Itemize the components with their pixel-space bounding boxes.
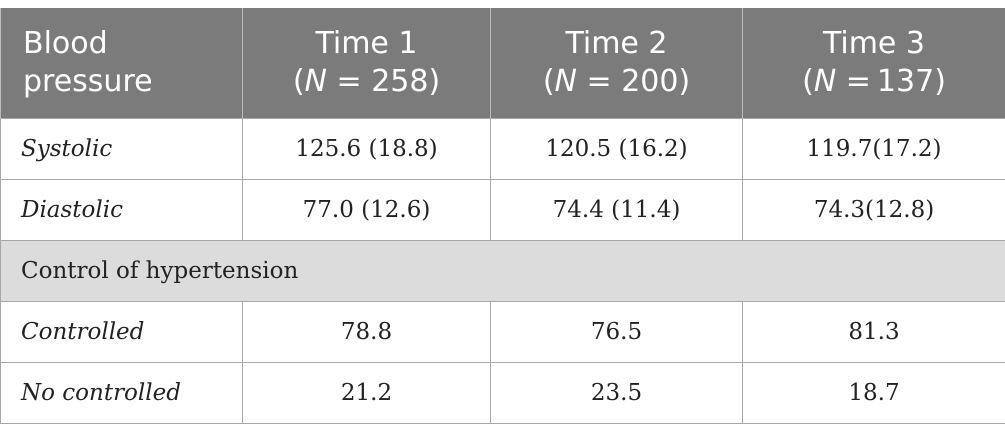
header-time-2: Time 2 (N = 200) <box>490 8 743 118</box>
header-time-3-n: (N = 137) <box>802 63 946 99</box>
header-blood-pressure: Blood pressure <box>0 8 243 118</box>
header-line-1: Blood <box>23 25 108 61</box>
cell-value: 78.8 <box>242 300 491 363</box>
cell-value: 23.5 <box>490 361 743 424</box>
row-label: Systolic <box>0 117 243 180</box>
cell-value: 74.3(12.8) <box>742 178 1005 241</box>
table-header: Blood pressure Time 1 (N = 258) Time 2 (… <box>0 8 1005 118</box>
row-label: No controlled <box>0 361 243 424</box>
cell-value: 76.5 <box>490 300 743 363</box>
header-time-2-title: Time 2 <box>565 25 668 61</box>
table-row-systolic: Systolic 125.6 (18.8) 120.5 (16.2) 119.7… <box>0 117 1005 180</box>
table-row-no-controlled: No controlled 21.2 23.5 18.7 <box>0 361 1005 424</box>
cell-value: 81.3 <box>742 300 1005 363</box>
header-row: Blood pressure Time 1 (N = 258) Time 2 (… <box>0 8 1005 118</box>
header-time-3: Time 3 (N = 137) <box>742 8 1005 118</box>
cell-value: 120.5 (16.2) <box>490 117 743 180</box>
blood-pressure-table: Blood pressure Time 1 (N = 258) Time 2 (… <box>0 8 1005 424</box>
header-time-1-n: (N = 258) <box>292 63 441 99</box>
header-time-2-n: (N = 200) <box>542 63 691 99</box>
header-line-2: pressure <box>23 63 153 99</box>
table-row-controlled: Controlled 78.8 76.5 81.3 <box>0 300 1005 363</box>
row-label: Diastolic <box>0 178 243 241</box>
section-label: Control of hypertension <box>0 239 1005 302</box>
header-time-3-title: Time 3 <box>822 25 926 61</box>
table-body: Systolic 125.6 (18.8) 120.5 (16.2) 119.7… <box>0 117 1005 424</box>
cell-value: 18.7 <box>742 361 1005 424</box>
table-row-diastolic: Diastolic 77.0 (12.6) 74.4 (11.4) 74.3(1… <box>0 178 1005 241</box>
header-time-1: Time 1 (N = 258) <box>242 8 491 118</box>
section-row-control-of-hypertension: Control of hypertension <box>0 239 1005 302</box>
cell-value: 119.7(17.2) <box>742 117 1005 180</box>
cell-value: 74.4 (11.4) <box>490 178 743 241</box>
header-time-1-title: Time 1 <box>315 25 418 61</box>
row-label: Controlled <box>0 300 243 363</box>
cell-value: 21.2 <box>242 361 491 424</box>
cell-value: 77.0 (12.6) <box>242 178 491 241</box>
cell-value: 125.6 (18.8) <box>242 117 491 180</box>
